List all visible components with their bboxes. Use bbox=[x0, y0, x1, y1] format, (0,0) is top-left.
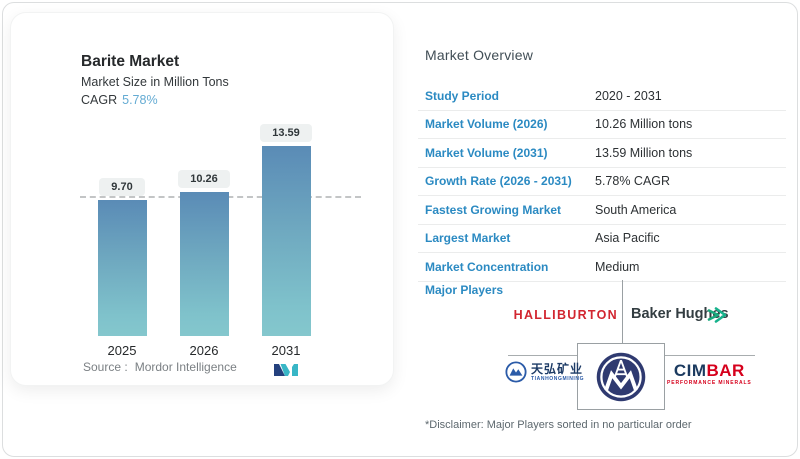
row-value: Medium bbox=[595, 259, 640, 274]
table-row: Largest Market Asia Pacific bbox=[418, 225, 786, 253]
table-row: Market Concentration Medium bbox=[418, 253, 786, 282]
tianhong-mining-logo: 天弘矿业 TIANHONGMINING bbox=[505, 361, 584, 383]
baker-hughes-mark-icon bbox=[707, 307, 727, 323]
x-axis-labels: 2025 2026 2031 bbox=[89, 343, 319, 358]
value-label-2026: 10.26 bbox=[178, 170, 230, 189]
tianhong-chinese-text: 天弘矿业 bbox=[531, 361, 584, 376]
row-label: Market Concentration bbox=[425, 259, 549, 274]
bar-chart: 9.70 10.26 13.59 2025 2026 2031 bbox=[71, 123, 367, 358]
logo-divider-horizontal-right bbox=[663, 355, 755, 356]
cimbar-caption: PERFORMANCE MINERALS bbox=[667, 380, 752, 386]
tianhong-mountain-icon bbox=[505, 361, 527, 383]
row-value: 13.59 Million tons bbox=[595, 145, 693, 160]
tianhong-wordmark: 天弘矿业 TIANHONGMINING bbox=[531, 363, 584, 382]
cimbar-bar-text: BAR bbox=[706, 361, 745, 380]
source-label: Source : bbox=[83, 360, 128, 374]
mining-emblem-logo bbox=[577, 343, 665, 410]
row-label: Fastest Growing Market bbox=[425, 202, 562, 217]
row-value: Asia Pacific bbox=[595, 231, 660, 246]
major-players-label: Major Players bbox=[425, 283, 504, 297]
row-value: 10.26 Million tons bbox=[595, 117, 693, 132]
chart-subtitle: Market Size in Million Tons bbox=[81, 75, 229, 89]
mordor-intelligence-logo-icon bbox=[274, 364, 298, 376]
tianhong-caption: TIANHONGMINING bbox=[531, 375, 585, 382]
table-row: Fastest Growing Market South America bbox=[418, 196, 786, 225]
cimbar-wordmark: CIMBAR bbox=[667, 362, 752, 379]
row-label: Study Period bbox=[425, 88, 500, 103]
bar-2026 bbox=[179, 192, 229, 336]
halliburton-logo: HALLIBURTON bbox=[513, 308, 618, 322]
bar-group-2031: 13.59 bbox=[253, 123, 319, 336]
chart-cagr-line: CAGR 5.78% bbox=[81, 93, 158, 107]
bar-group-2026: 10.26 bbox=[171, 170, 237, 336]
disclaimer-text: *Disclaimer: Major Players sorted in no … bbox=[425, 419, 692, 431]
bars-row: 9.70 10.26 13.59 bbox=[89, 123, 319, 336]
derrick-emblem-icon bbox=[596, 352, 646, 401]
table-row: Growth Rate (2026 - 2031) 5.78% CAGR bbox=[418, 168, 786, 196]
overview-table: Study Period 2020 - 2031 Market Volume (… bbox=[418, 82, 786, 282]
row-label: Largest Market bbox=[425, 231, 511, 246]
row-label: Growth Rate (2026 - 2031) bbox=[425, 174, 572, 189]
table-row: Study Period 2020 - 2031 bbox=[418, 82, 786, 111]
cimbar-logo: CIMBAR PERFORMANCE MINERALS bbox=[667, 362, 752, 386]
row-value: 5.78% CAGR bbox=[595, 174, 671, 189]
row-label: Market Volume (2031) bbox=[425, 145, 548, 160]
x-tick-2026: 2026 bbox=[189, 343, 219, 358]
cagr-value: 5.78% bbox=[122, 93, 158, 107]
logo-divider-vertical bbox=[622, 280, 623, 343]
table-row: Market Volume (2031) 13.59 Million tons bbox=[418, 139, 786, 168]
x-tick-2031: 2031 bbox=[271, 343, 301, 358]
row-value: 2020 - 2031 bbox=[595, 88, 662, 103]
value-label-2031: 13.59 bbox=[260, 123, 312, 142]
x-tick-2025: 2025 bbox=[107, 343, 137, 358]
source-value: Mordor Intelligence bbox=[134, 360, 237, 374]
chart-title: Barite Market bbox=[81, 53, 180, 70]
cagr-label: CAGR bbox=[81, 93, 118, 107]
source-line: Source : Mordor Intelligence bbox=[83, 360, 237, 374]
chart-card: Barite Market Market Size in Million Ton… bbox=[10, 12, 394, 386]
bar-group-2025: 9.70 bbox=[89, 178, 155, 336]
cimbar-cim-text: CIM bbox=[673, 361, 707, 380]
bar-2025 bbox=[97, 200, 147, 336]
row-label: Market Volume (2026) bbox=[425, 117, 548, 132]
logo-divider-horizontal-left bbox=[508, 355, 577, 356]
table-row: Market Volume (2026) 10.26 Million tons bbox=[418, 111, 786, 139]
value-label-2025: 9.70 bbox=[99, 178, 145, 197]
overview-heading: Market Overview bbox=[425, 47, 534, 63]
baker-hughes-logo: Baker Hughes bbox=[631, 306, 729, 322]
bar-2031 bbox=[261, 145, 311, 336]
row-value: South America bbox=[595, 202, 677, 217]
